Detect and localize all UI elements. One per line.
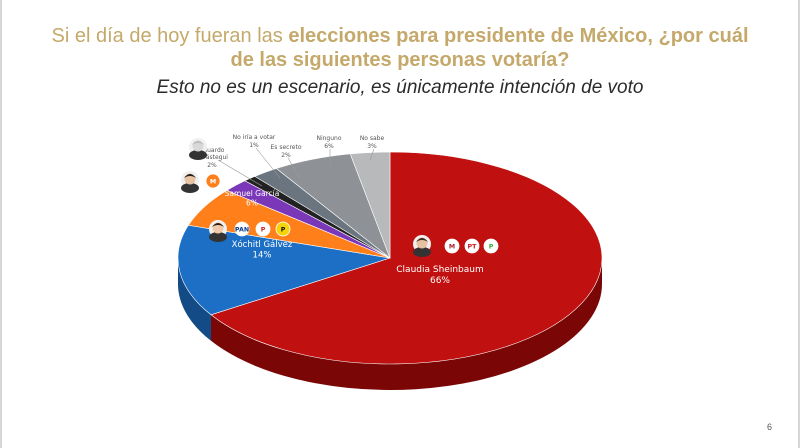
avatar-garcia-icon	[181, 171, 199, 193]
label-value-claudia-sheinbaum: 66%	[430, 276, 450, 286]
svg-text:PAN: PAN	[235, 226, 249, 233]
title-bold: elecciones para presidente de México, ¿p…	[230, 25, 749, 71]
label-value-no-ir-a-a-votar: 1%	[249, 142, 259, 149]
svg-text:PT: PT	[468, 243, 478, 250]
label-value-eduardo-ver-stegui: 2%	[207, 162, 217, 169]
svg-text:M: M	[449, 243, 455, 250]
page-number: 6	[766, 422, 772, 432]
pan-logo-icon: PAN	[234, 221, 250, 237]
label-name-samuel-garc-a: Samuel García	[225, 189, 280, 198]
leader-line	[255, 147, 281, 179]
label-value-ninguno: 6%	[324, 143, 334, 150]
pie-slice-claudia-sheinbaum	[210, 151, 603, 365]
pie-side-claudia-sheinbaum	[211, 258, 602, 391]
morena-logo-icon: M	[444, 238, 460, 254]
svg-text:M: M	[210, 178, 216, 185]
leader-line	[369, 148, 375, 161]
label-name-eduardo-ver-stegui: Eduardo	[200, 147, 225, 154]
label-name-es-secreto: Es secreto	[271, 144, 302, 151]
label-name-claudia-sheinbaum: Claudia Sheinbaum	[396, 265, 483, 275]
pvem-logo-icon: P	[483, 238, 499, 254]
pri-logo-icon: P	[255, 221, 271, 237]
svg-text:P: P	[281, 226, 286, 233]
pie-slice-no-sabe	[349, 151, 391, 259]
chart-title: Si el día de hoy fueran las elecciones p…	[40, 24, 760, 72]
label-name-eduardo-ver-stegui: Verástegui	[196, 154, 228, 161]
label-value-x-chitl-g-lvez: 14%	[253, 251, 272, 261]
label-name-no-sabe: No sabe	[360, 135, 385, 142]
title-plain: Si el día de hoy fueran las	[51, 25, 289, 47]
label-name-x-chitl-g-lvez: Xóchitl Gálvez	[232, 239, 293, 250]
left-border	[0, 0, 2, 448]
right-border	[798, 0, 800, 448]
avatar-galvez-icon	[209, 220, 227, 242]
pie-slice-x-chitl-g-lvez	[177, 224, 391, 316]
svg-text:P: P	[489, 243, 494, 250]
pt-logo-icon: PT	[464, 238, 480, 254]
avatar-sheinbaum-icon	[413, 235, 431, 257]
label-name-ninguno: Ninguno	[316, 135, 341, 142]
label-value-no-sabe: 3%	[367, 143, 377, 150]
chart-subtitle: Esto no es un escenario, es únicamente i…	[156, 77, 644, 98]
mc-logo-icon: M	[205, 173, 221, 189]
label-value-samuel-garc-a: 6%	[246, 199, 258, 208]
label-name-no-ir-a-a-votar: No iría a votar	[233, 134, 276, 141]
avatar-verastegui-icon	[189, 138, 207, 160]
label-value-es-secreto: 2%	[281, 152, 291, 159]
prd-logo-icon: P	[275, 221, 291, 237]
leader-line	[287, 157, 301, 179]
svg-text:P: P	[261, 226, 266, 233]
leader-line	[217, 159, 263, 187]
